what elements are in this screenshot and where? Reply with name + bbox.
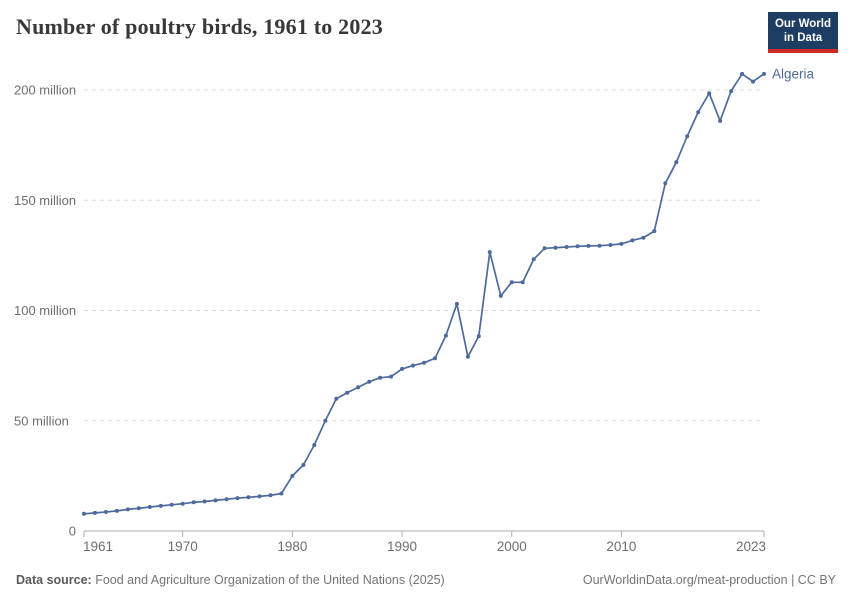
data-point[interactable]	[180, 501, 185, 506]
data-point[interactable]	[213, 498, 218, 503]
data-source-text: Food and Agriculture Organization of the…	[91, 573, 445, 587]
data-point[interactable]	[312, 443, 317, 447]
data-point[interactable]	[147, 505, 152, 509]
data-point[interactable]	[235, 496, 240, 501]
data-point[interactable]	[411, 363, 415, 368]
data-point[interactable]	[465, 354, 470, 359]
data-point[interactable]	[553, 245, 558, 250]
data-point[interactable]	[290, 473, 295, 478]
data-point[interactable]	[268, 493, 273, 498]
data-point[interactable]	[641, 235, 646, 240]
chart-title: Number of poultry birds, 1961 to 2023	[16, 14, 383, 39]
data-point[interactable]	[487, 250, 492, 255]
data-point[interactable]	[345, 390, 350, 395]
data-point[interactable]	[696, 110, 701, 115]
data-point[interactable]	[103, 510, 108, 514]
x-axis-label: 2023	[736, 539, 766, 554]
owid-logo[interactable]: Our World in Data	[768, 12, 838, 54]
data-point[interactable]	[82, 511, 86, 516]
data-point[interactable]	[575, 244, 580, 249]
data-point[interactable]	[707, 91, 712, 96]
data-point[interactable]	[356, 385, 361, 390]
x-axis-label: 2000	[497, 539, 527, 554]
data-point[interactable]	[674, 160, 679, 165]
data-source: Data source: Food and Agriculture Organi…	[16, 573, 445, 587]
x-axis-label: 1980	[277, 539, 307, 554]
footer-separator: |	[787, 573, 798, 587]
data-point[interactable]	[279, 491, 284, 496]
data-point[interactable]	[323, 418, 328, 423]
data-point[interactable]	[389, 374, 394, 379]
data-point[interactable]	[202, 499, 207, 504]
data-point[interactable]	[136, 506, 141, 511]
data-point[interactable]	[367, 379, 372, 384]
footer-attribution: OurWorldinData.org/meat-production | CC …	[583, 573, 836, 587]
data-point[interactable]	[608, 243, 613, 247]
y-axis-label-zero: 0	[69, 524, 76, 539]
x-axis-label: 2010	[606, 539, 636, 554]
data-point[interactable]	[586, 243, 591, 248]
data-point[interactable]	[531, 257, 536, 262]
line-chart-canvas[interactable]: 0 50 million 100 million 150 million 200 mil…	[0, 0, 850, 565]
data-point[interactable]	[422, 360, 426, 365]
y-axis-label: 200 million	[14, 83, 76, 98]
data-point[interactable]	[740, 71, 745, 76]
data-point[interactable]	[93, 510, 97, 515]
data-point[interactable]	[762, 71, 766, 76]
data-point[interactable]	[685, 134, 690, 139]
data-point[interactable]	[169, 502, 174, 507]
data-point[interactable]	[158, 503, 163, 508]
data-point[interactable]	[191, 500, 196, 505]
data-point[interactable]	[663, 181, 668, 186]
data-point[interactable]	[564, 245, 569, 249]
data-point[interactable]	[476, 334, 481, 339]
data-point[interactable]	[224, 497, 229, 502]
x-axis-label: 1970	[168, 539, 198, 554]
footer-link[interactable]: OurWorldinData.org/meat-production	[582, 573, 788, 587]
data-point[interactable]	[509, 280, 514, 285]
data-point[interactable]	[334, 396, 339, 401]
y-axis-label: 50 million	[14, 413, 69, 428]
data-point[interactable]	[433, 356, 437, 361]
data-point[interactable]	[443, 333, 448, 338]
data-point[interactable]	[400, 366, 405, 371]
data-point[interactable]	[378, 375, 383, 380]
chart-footer: Data source: Food and Agriculture Organi…	[16, 573, 836, 587]
data-point[interactable]	[597, 243, 602, 248]
x-axis-label: 1990	[387, 539, 417, 554]
data-point[interactable]	[751, 79, 755, 84]
data-point[interactable]	[520, 280, 525, 285]
data-point[interactable]	[630, 238, 635, 243]
footer-license[interactable]: CC BY	[797, 573, 836, 587]
data-point[interactable]	[114, 508, 119, 513]
owid-logo-line2: in Data	[783, 32, 823, 45]
y-axis-label: 150 million	[14, 193, 76, 208]
data-point[interactable]	[498, 293, 503, 298]
data-source-label: Data source:	[16, 573, 92, 587]
data-point[interactable]	[246, 495, 251, 500]
series-label-algeria[interactable]: Algeria	[772, 66, 815, 81]
y-axis-label: 100 million	[14, 303, 76, 318]
data-point[interactable]	[454, 301, 459, 306]
data-point[interactable]	[729, 89, 734, 94]
owid-logo-line1: Our World	[774, 18, 831, 30]
data-point[interactable]	[619, 241, 624, 246]
data-point[interactable]	[301, 462, 306, 467]
data-point[interactable]	[125, 507, 130, 512]
series-line-algeria[interactable]	[83, 73, 765, 515]
data-point[interactable]	[542, 246, 547, 251]
x-axis-label: 1961	[83, 539, 113, 554]
data-point[interactable]	[652, 229, 657, 234]
data-point[interactable]	[257, 494, 262, 499]
data-point[interactable]	[718, 118, 723, 123]
